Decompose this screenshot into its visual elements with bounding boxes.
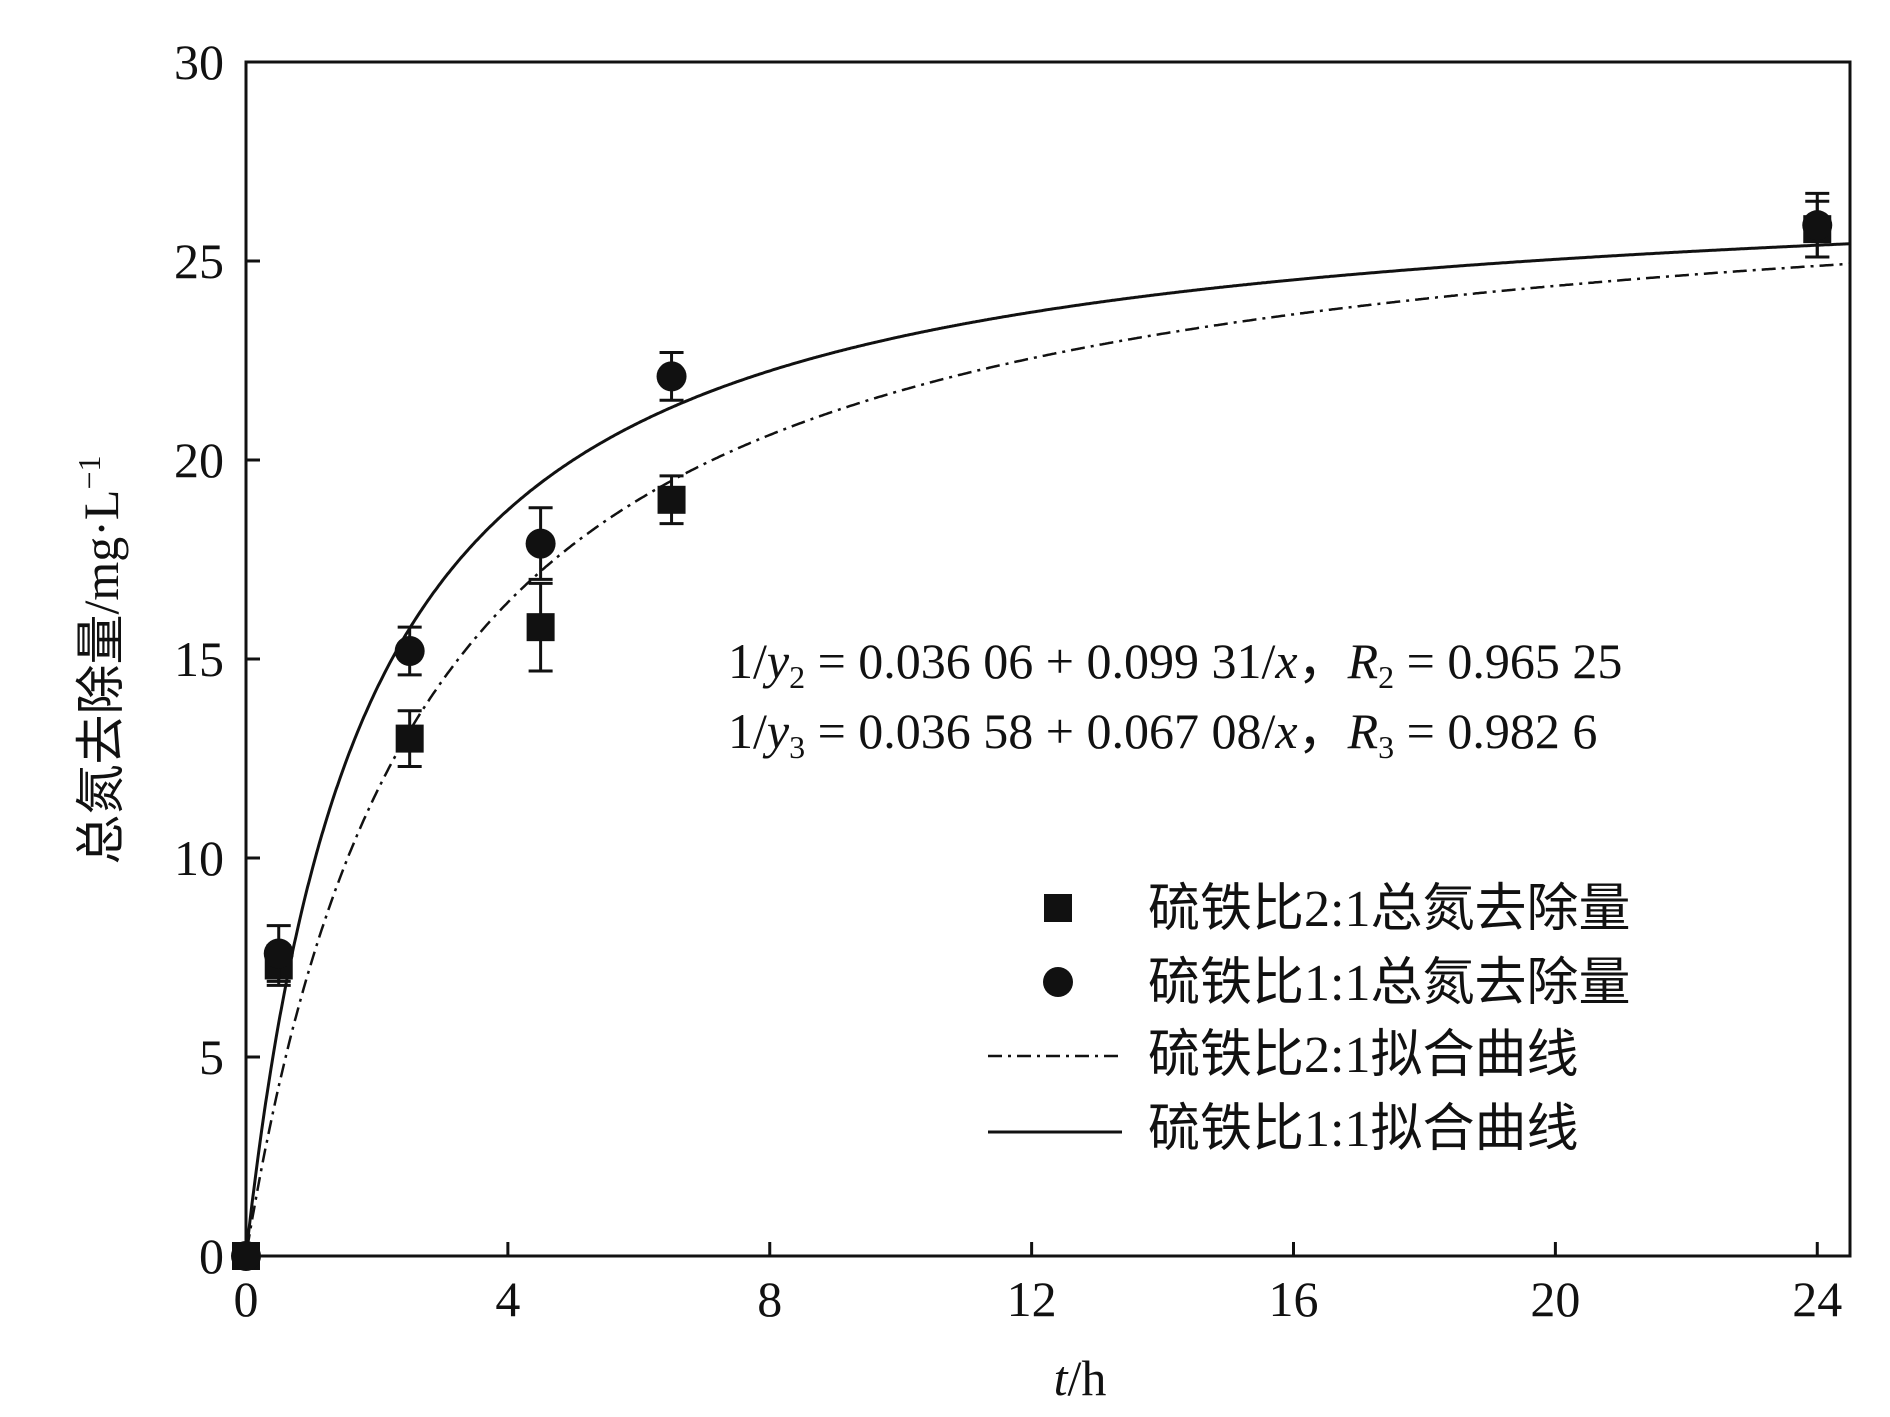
data-points bbox=[231, 191, 1833, 1271]
legend-marker-circle bbox=[1043, 967, 1073, 997]
fit-equations: 1/y2 = 0.036 06 + 0.099 31/x，R2 = 0.965 … bbox=[728, 633, 1622, 765]
data-point-square bbox=[657, 485, 686, 514]
legend-marker-square bbox=[1044, 894, 1072, 922]
y-tick-label: 10 bbox=[174, 830, 224, 886]
x-tick-label: 16 bbox=[1269, 1271, 1319, 1327]
x-tick-label: 12 bbox=[1007, 1271, 1057, 1327]
x-tick-label: 24 bbox=[1792, 1271, 1842, 1327]
legend-label-series-2: 硫铁比1:1总氮去除量 bbox=[1148, 955, 1630, 1012]
y-tick-label: 20 bbox=[174, 432, 224, 488]
y-tick-label: 5 bbox=[199, 1029, 224, 1085]
y-axis-label: 总氮去除量/mg·L−1 bbox=[71, 455, 129, 864]
x-tick-label: 20 bbox=[1530, 1271, 1580, 1327]
x-tick-label: 4 bbox=[495, 1271, 520, 1327]
x-axis-label: t/h bbox=[1054, 1350, 1107, 1406]
legend: 硫铁比2:1总氮去除量 硫铁比1:1总氮去除量 硫铁比2:1拟合曲线 硫铁比1:… bbox=[988, 881, 1630, 1158]
equation-line-2: 1/y3 = 0.036 58 + 0.067 08/x，R3 = 0.982 … bbox=[728, 703, 1597, 765]
legend-label-series-4: 硫铁比1:1拟合曲线 bbox=[1148, 1101, 1578, 1158]
equation-line-1: 1/y2 = 0.036 06 + 0.099 31/x，R2 = 0.965 … bbox=[728, 633, 1622, 695]
y-tick-label: 0 bbox=[199, 1228, 224, 1284]
x-tick-label: 0 bbox=[234, 1271, 259, 1327]
data-point-circle bbox=[263, 938, 294, 969]
legend-label-series-3: 硫铁比2:1拟合曲线 bbox=[1148, 1027, 1578, 1084]
fit-curves bbox=[245, 242, 1851, 1249]
data-point-circle bbox=[525, 528, 556, 559]
data-point-circle bbox=[656, 361, 687, 392]
y-tick-label: 15 bbox=[174, 631, 224, 687]
data-point-square bbox=[526, 613, 555, 642]
y-axis: 0 5 10 15 20 25 30 bbox=[174, 34, 260, 1284]
fit-curve-2 bbox=[245, 242, 1851, 1245]
data-point-circle bbox=[1802, 210, 1833, 241]
x-axis: 0 4 8 12 16 20 24 bbox=[234, 1242, 1842, 1327]
legend-label-series-1: 硫铁比2:1总氮去除量 bbox=[1148, 881, 1630, 938]
data-point-circle bbox=[231, 1241, 261, 1271]
y-tick-label: 25 bbox=[174, 233, 224, 289]
x-tick-label: 8 bbox=[757, 1271, 782, 1327]
data-point-circle bbox=[394, 636, 425, 667]
data-point-square bbox=[395, 724, 424, 753]
fit-curve-1 bbox=[246, 262, 1851, 1249]
y-tick-label: 30 bbox=[174, 34, 224, 90]
